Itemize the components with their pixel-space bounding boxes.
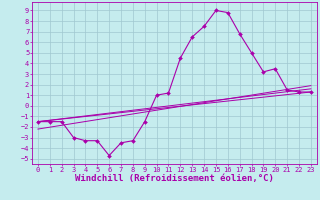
X-axis label: Windchill (Refroidissement éolien,°C): Windchill (Refroidissement éolien,°C) <box>75 174 274 183</box>
